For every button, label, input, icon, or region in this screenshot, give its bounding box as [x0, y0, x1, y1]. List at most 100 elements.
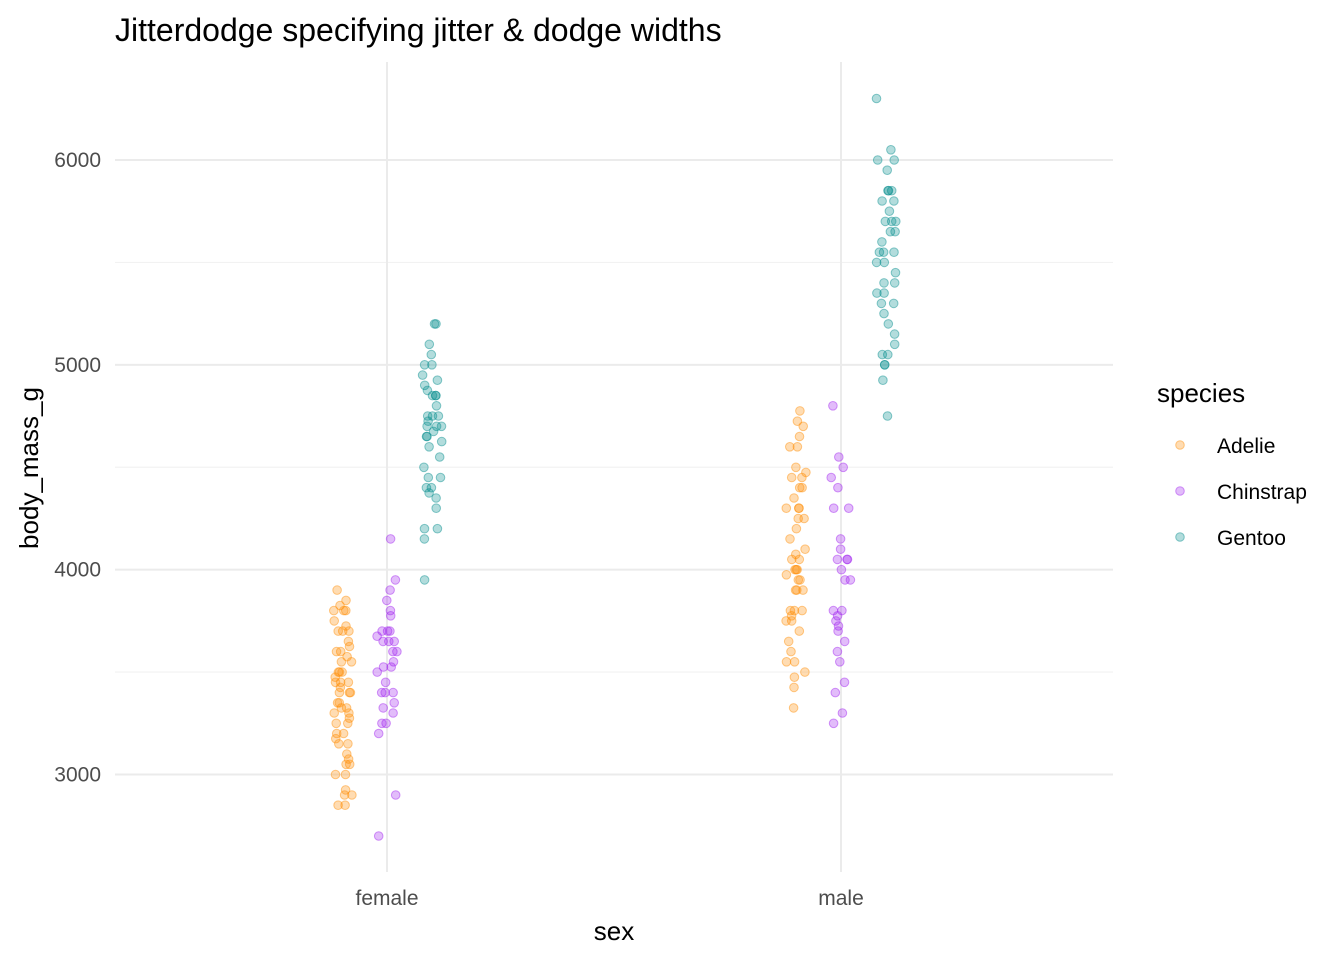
- data-point: [427, 411, 438, 421]
- data-point: [335, 677, 346, 688]
- data-point: [333, 667, 344, 677]
- data-point: [385, 534, 396, 544]
- data-point: [331, 728, 342, 739]
- data-point: [872, 155, 883, 165]
- data-point: [419, 575, 430, 585]
- data-point: [334, 687, 345, 698]
- data-point: [342, 749, 352, 759]
- data-point: [872, 288, 882, 298]
- data-point: [880, 216, 891, 227]
- data-point: [828, 401, 838, 411]
- data-point: [890, 226, 900, 237]
- data-point: [330, 769, 341, 780]
- data-point: [797, 605, 807, 616]
- data-point: [789, 672, 800, 683]
- data-point: [335, 682, 346, 693]
- data-point: [385, 605, 396, 616]
- legend-label: Chinstrap: [1217, 481, 1307, 504]
- data-point: [346, 657, 357, 667]
- data-point: [423, 472, 434, 483]
- data-point: [338, 728, 349, 739]
- data-point: [341, 595, 351, 606]
- data-point: [790, 585, 801, 595]
- data-point: [837, 605, 847, 616]
- data-point: [433, 411, 444, 421]
- data-point: [882, 165, 893, 175]
- data-point: [380, 687, 391, 698]
- data-point: [373, 728, 384, 739]
- x-axis-ticks: female male: [355, 887, 863, 910]
- data-point: [377, 718, 387, 729]
- data-point: [334, 739, 344, 749]
- data-point: [889, 329, 900, 339]
- data-point: [833, 621, 844, 631]
- data-point: [417, 370, 428, 380]
- data-point: [879, 308, 889, 319]
- data-point: [431, 401, 442, 411]
- data-point: [331, 733, 341, 744]
- x-tick-label: male: [818, 887, 864, 910]
- legend-title: species: [1157, 378, 1245, 408]
- data-point: [344, 708, 354, 718]
- data-point: [426, 482, 437, 493]
- data-point: [331, 646, 342, 657]
- data-point: [343, 754, 354, 764]
- data-point: [878, 375, 888, 386]
- data-point: [373, 831, 384, 841]
- x-axis-title: sex: [594, 916, 634, 946]
- data-point: [339, 790, 350, 800]
- data-point: [889, 339, 900, 350]
- data-point: [879, 288, 889, 298]
- data-point: [890, 267, 901, 278]
- data-point: [883, 319, 894, 329]
- data-point: [332, 585, 342, 595]
- data-point: [838, 462, 849, 473]
- data-point: [381, 718, 391, 729]
- data-point: [343, 718, 353, 729]
- data-point: [789, 657, 800, 667]
- data-point: [428, 426, 439, 437]
- data-point: [888, 298, 899, 309]
- data-point: [789, 682, 799, 693]
- data-point: [877, 237, 887, 247]
- data-point: [429, 319, 440, 329]
- data-point: [886, 185, 897, 196]
- data-point: [785, 442, 795, 452]
- data-point: [883, 349, 893, 360]
- data-point: [343, 739, 353, 749]
- data-point: [378, 662, 389, 672]
- data-point: [424, 339, 435, 350]
- data-point: [431, 503, 442, 514]
- data-point: [422, 411, 433, 421]
- data-point: [781, 616, 791, 626]
- data-point: [431, 390, 441, 401]
- data-point: [878, 247, 889, 257]
- data-point: [835, 657, 845, 667]
- data-point: [800, 544, 810, 555]
- data-point: [879, 360, 890, 370]
- data-point: [842, 554, 852, 565]
- data-point: [839, 636, 850, 647]
- data-point: [871, 93, 882, 104]
- data-point: [828, 605, 839, 616]
- data-point: [786, 472, 797, 483]
- data-point: [419, 523, 430, 534]
- data-point: [787, 554, 797, 565]
- data-point: [421, 431, 432, 442]
- data-point: [337, 626, 348, 636]
- data-point: [889, 196, 899, 206]
- data-point: [879, 360, 890, 370]
- data-point: [789, 605, 800, 616]
- data-point: [879, 278, 889, 288]
- legend-key: [1175, 532, 1185, 542]
- data-point: [792, 564, 802, 575]
- data-point: [390, 790, 401, 800]
- data-point: [431, 421, 442, 432]
- legend: species Adelie Chinstrap Gentoo: [1157, 378, 1307, 550]
- data-point: [424, 442, 434, 452]
- data-point: [889, 278, 900, 288]
- data-point: [886, 145, 896, 155]
- y-axis-ticks: 3000 4000 5000 6000: [54, 149, 101, 787]
- data-point: [783, 636, 794, 647]
- data-point: [785, 605, 796, 616]
